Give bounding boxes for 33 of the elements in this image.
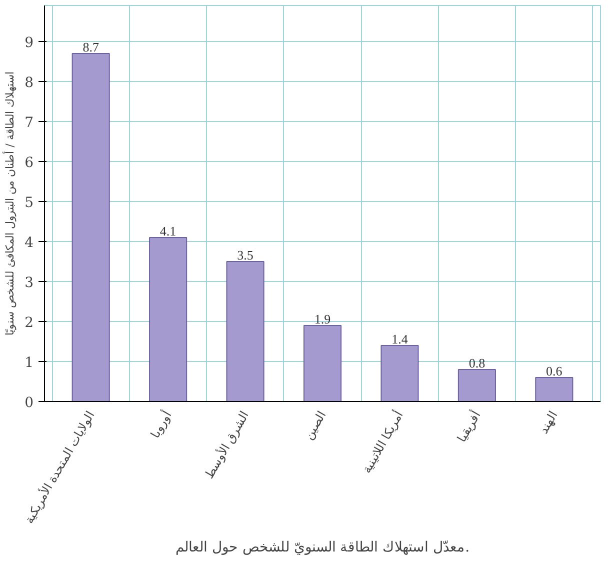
x-tick-label: أمريكا اللاتينية	[358, 408, 406, 476]
bar	[535, 377, 574, 402]
y-tick-label: 2	[24, 315, 34, 331]
data-label: 3.5	[237, 248, 254, 262]
y-tick-label: 0	[24, 395, 34, 411]
y-tick-label: 6	[24, 155, 34, 171]
bar	[149, 237, 188, 402]
x-tick-label: الشرق الأوسط	[201, 408, 252, 481]
bar	[226, 261, 264, 402]
x-tick-label: الصين	[302, 409, 329, 442]
data-label: 0.6	[546, 364, 563, 378]
y-axis-title: استهلاك الطاقة / أطنان من البترول المكافئ للشخص سنويًا	[2, 72, 17, 336]
data-label: 8.7	[82, 40, 100, 54]
data-label: 1.9	[314, 312, 331, 326]
data-label: 4.1	[160, 224, 176, 238]
data-label: 1.4	[392, 332, 408, 346]
y-tick-label: 9	[24, 35, 34, 51]
x-tick-label: أفريقيا	[454, 408, 484, 445]
y-tick-label: 7	[24, 115, 34, 131]
bar	[72, 53, 110, 402]
y-tick-label: 1	[24, 355, 34, 371]
y-tick-label: 3	[24, 275, 34, 291]
y-tick-label: 5	[24, 195, 34, 211]
y-tick-label: 4	[24, 235, 34, 251]
data-label: 0.8	[468, 356, 486, 370]
bar	[380, 345, 419, 402]
x-tick-label: الهند	[536, 409, 560, 436]
x-tick-label: الولايات المتحدة الأمريكية	[20, 408, 97, 526]
y-tick-label: 8	[24, 75, 34, 91]
bar	[303, 325, 342, 402]
bar	[458, 369, 496, 402]
text: معدّل استهلاك الطاقة السنويّ للشخص حول العالم.	[175, 540, 470, 556]
x-tick-label: أوروبا	[147, 408, 174, 440]
